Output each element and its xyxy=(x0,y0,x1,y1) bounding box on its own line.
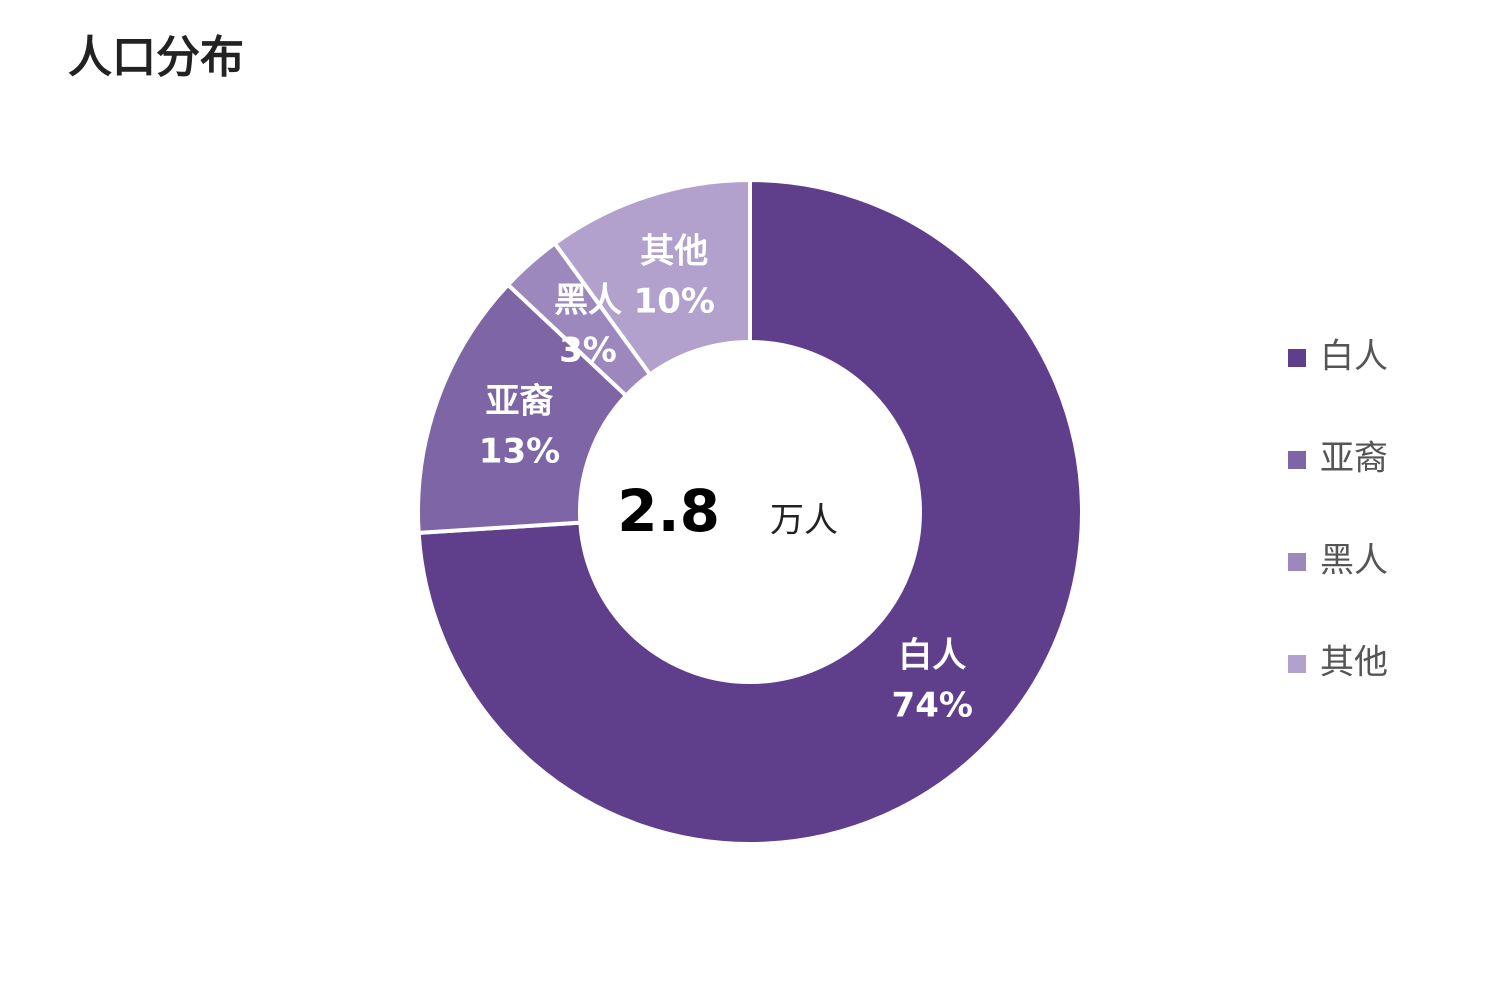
donut-slice xyxy=(416,177,1084,846)
data-label-value: 74% xyxy=(892,686,973,726)
chart-title: 人口分布 xyxy=(68,32,244,83)
center-unit: 万人 xyxy=(770,501,838,541)
data-label-value: 3% xyxy=(559,331,617,371)
data-label-name: 其他 xyxy=(640,231,708,271)
donut-slice xyxy=(416,281,629,535)
center-value: 2.8 xyxy=(617,477,720,545)
data-label-name: 白人 xyxy=(898,636,966,676)
data-label-name: 亚裔 xyxy=(485,382,553,422)
data-label-value: 10% xyxy=(634,281,715,321)
legend-label: 白人 xyxy=(1320,337,1388,377)
data-label-name: 黑人 xyxy=(554,281,622,321)
legend-label: 其他 xyxy=(1320,643,1388,683)
legend-label: 亚裔 xyxy=(1320,439,1388,479)
donut-slice xyxy=(552,177,752,378)
legend-marker xyxy=(1288,655,1306,673)
legend-marker xyxy=(1288,553,1306,571)
legend-marker xyxy=(1288,451,1306,469)
legend-marker xyxy=(1288,349,1306,367)
data-label-value: 13% xyxy=(479,432,560,472)
legend-label: 黑人 xyxy=(1320,541,1388,581)
